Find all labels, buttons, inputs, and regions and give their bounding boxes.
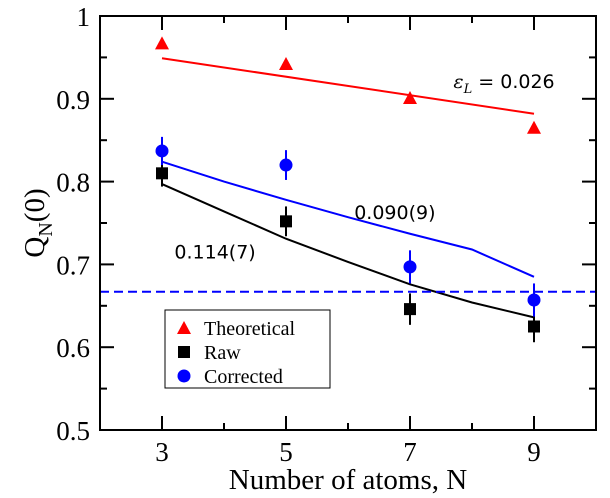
fit-line (161, 160, 535, 278)
y-tick-label: 0.5 (56, 416, 90, 446)
legend-label-corrected: Corrected (204, 366, 283, 388)
theoretical-point (155, 36, 169, 50)
annotation-epsilon-symbol: ε (453, 71, 463, 93)
fit-line (161, 183, 535, 319)
legend-marker-corrected (177, 369, 191, 383)
x-tick-label: 3 (155, 437, 169, 467)
fit-lines (161, 57, 535, 319)
legend-marker-theoretical (177, 321, 191, 334)
y-axis-title-main: Q (19, 237, 51, 258)
y-tick-label: 0.8 (56, 168, 90, 198)
fit-line (161, 57, 535, 115)
raw-point (528, 320, 540, 333)
corrected-point (527, 293, 541, 307)
y-axis-title: QN(0) (19, 188, 57, 257)
raw-point (404, 303, 416, 316)
annotation-epsilon-value: = 0.026 (472, 71, 554, 93)
legend-marker-raw (178, 346, 190, 358)
y-tick-label: 0.6 (56, 333, 90, 363)
y-tick-label: 0.9 (56, 85, 90, 115)
y-axis-title-sub: N (35, 222, 57, 236)
legend-label-raw: Raw (204, 342, 241, 364)
raw-point (156, 167, 168, 180)
x-axis-title: Number of atoms, N (229, 464, 467, 496)
x-tick-label: 9 (527, 437, 541, 467)
plot-frame (99, 15, 597, 431)
annotation-epsilon: εL = 0.026 (453, 71, 554, 97)
raw-point (280, 215, 292, 228)
annotation-epsilon-sub: L (463, 82, 473, 97)
x-tick-label: 7 (403, 437, 417, 467)
data-points (155, 36, 541, 333)
corrected-point (155, 144, 169, 158)
corrected-point (403, 260, 417, 274)
y-tick-label: 1 (77, 2, 91, 32)
theoretical-point (403, 90, 417, 104)
x-tick-label: 5 (279, 437, 293, 467)
annotation-raw-fit: 0.114(7) (174, 242, 255, 264)
theoretical-point (527, 120, 541, 134)
legend-label-theoretical: Theoretical (204, 318, 295, 340)
y-tick-label: 0.7 (56, 250, 90, 280)
axis-ticks: 0.5 0.6 0.7 0.8 0.9 1 3 5 7 9 (56, 2, 596, 467)
theoretical-point (279, 57, 293, 71)
legend-box (164, 309, 331, 389)
y-axis-title-tail: (0) (19, 188, 51, 222)
annotation-corrected-fit: 0.090(9) (354, 202, 435, 224)
corrected-point (279, 158, 293, 172)
